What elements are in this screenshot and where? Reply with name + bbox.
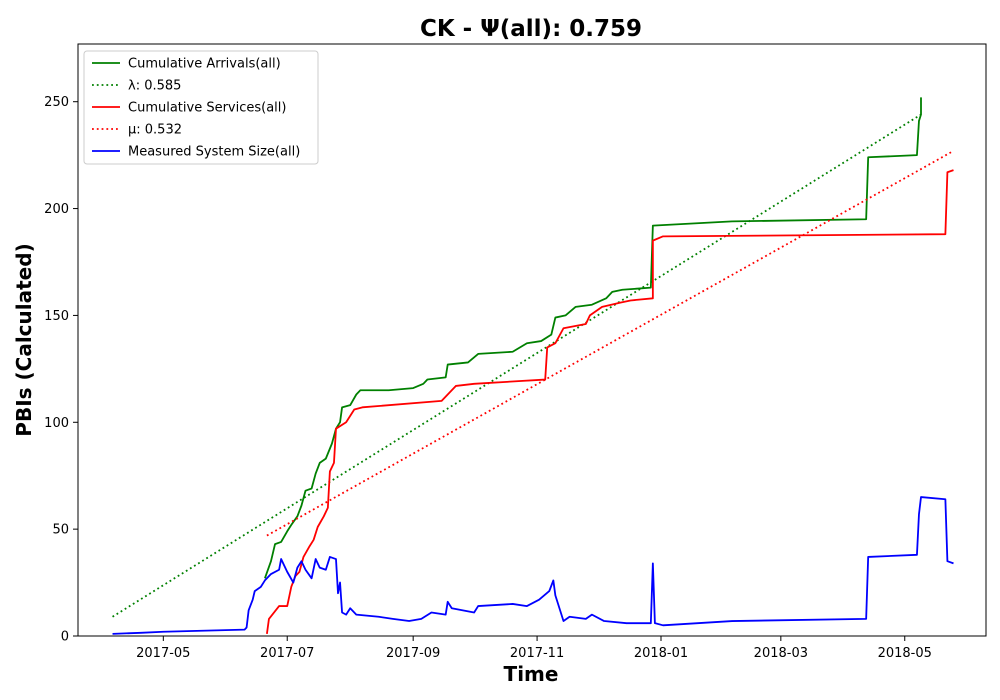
series-layer	[112, 97, 954, 635]
y-tick-label: 200	[44, 202, 69, 217]
chart-title: CK - Ψ(all): 0.759	[420, 16, 642, 42]
legend: Cumulative Arrivals(all) λ: 0.585 Cumulati…	[83, 50, 319, 165]
x-tick-label: 2017-09	[386, 646, 440, 661]
x-tick-label: 2018-03	[754, 646, 808, 661]
series-line-2	[266, 169, 954, 634]
y-tick-label: 150	[44, 309, 69, 324]
series-line-0	[264, 97, 922, 579]
x-tick-label: 2017-07	[260, 646, 314, 661]
series-line-4	[112, 496, 954, 635]
legend-label-2: Cumulative Services(all)	[128, 101, 286, 116]
series-line-1	[112, 113, 922, 618]
legend-box	[83, 50, 319, 165]
y-axis-title: PBIs (Calculated)	[12, 243, 36, 436]
legend-label-4: Measured System Size(all)	[128, 145, 300, 160]
legend-label-0: Cumulative Arrivals(all)	[128, 57, 281, 72]
x-tick-label: 2017-05	[136, 646, 190, 661]
y-tick-label: 0	[61, 630, 69, 645]
y-axis: 0 50 100 150 200 250	[44, 95, 78, 645]
x-tick-label: 2017-11	[510, 646, 564, 661]
legend-label-1: λ: 0.585	[128, 79, 181, 94]
x-axis: 2017-05 2017-07 2017-09 2017-11 2018-01 2018-…	[136, 636, 932, 661]
legend-label-3: μ: 0.532	[128, 123, 182, 138]
x-tick-label: 2018-05	[878, 646, 932, 661]
plot-area	[77, 43, 987, 637]
series-line-3	[266, 150, 954, 537]
y-tick-label: 100	[44, 416, 69, 431]
plot-frame	[77, 43, 987, 637]
y-tick-label: 250	[44, 95, 69, 110]
y-tick-label: 50	[52, 523, 69, 538]
x-axis-title: Time	[504, 662, 559, 686]
x-tick-label: 2018-01	[634, 646, 688, 661]
legend-items: Cumulative Arrivals(all) λ: 0.585 Cumulati…	[92, 57, 300, 160]
